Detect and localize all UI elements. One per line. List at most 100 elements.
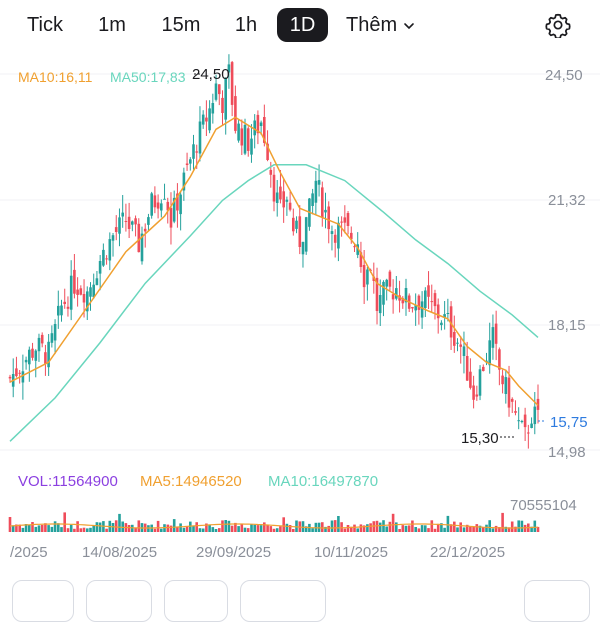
volume-bar — [272, 528, 276, 532]
more-intervals-button[interactable]: Thêm — [346, 8, 415, 42]
volume-bar — [359, 524, 363, 532]
bottom-tool-button[interactable] — [86, 580, 152, 622]
volume-bar — [337, 516, 340, 532]
candle-body — [353, 246, 356, 248]
candle-body — [269, 169, 273, 175]
volume-bar — [205, 523, 208, 532]
candle-body — [230, 62, 234, 105]
candle-body — [60, 305, 63, 316]
volume-bar — [118, 513, 121, 532]
candle-body — [114, 227, 118, 232]
volume-bar — [246, 528, 250, 532]
candle-body — [527, 432, 530, 434]
candle-body — [150, 193, 153, 216]
candle-body — [89, 287, 92, 297]
volume-bar — [407, 525, 411, 532]
bottom-tool-button[interactable] — [12, 580, 74, 622]
tab-15m[interactable]: 15m — [161, 14, 201, 36]
volume-bar — [224, 520, 227, 532]
candle-body — [359, 252, 363, 267]
candle-body — [240, 128, 244, 146]
candle-body — [510, 398, 514, 402]
candle-body — [440, 322, 443, 326]
volume-bar — [60, 527, 63, 532]
candle-body — [498, 349, 501, 370]
candle-body — [66, 306, 70, 309]
volume-bar — [343, 528, 347, 532]
volume-bar — [385, 526, 388, 532]
tab-tick[interactable]: Tick — [27, 14, 63, 36]
volume-bar — [98, 522, 102, 532]
volume-bar — [462, 527, 466, 532]
candle-body — [218, 84, 221, 95]
volume-ma5-label: MA5:14946520 — [140, 473, 242, 490]
volume-bar — [449, 524, 453, 532]
bottom-tool-button[interactable] — [164, 580, 228, 622]
volume-bar — [488, 520, 491, 532]
candle-body — [221, 97, 224, 113]
volume-bar — [395, 522, 398, 532]
candle-body — [443, 314, 446, 318]
candle-body — [47, 341, 50, 368]
tab-1d[interactable]: 1D — [277, 8, 328, 42]
volume-bar — [356, 528, 359, 532]
volume-bar — [404, 525, 408, 532]
candle-body — [40, 334, 44, 344]
volume-bar — [179, 523, 182, 532]
candle-body — [366, 269, 369, 285]
volume-bar — [501, 512, 504, 532]
candle-body — [44, 352, 47, 364]
candle-body — [314, 180, 318, 203]
volume-bar — [127, 525, 131, 532]
candle-body — [166, 201, 170, 211]
volume-bar — [40, 524, 44, 532]
tab-1h[interactable]: 1h — [234, 14, 258, 36]
candle-body — [520, 421, 524, 422]
volume-bar — [234, 522, 237, 532]
volume-bar — [475, 524, 479, 532]
volume-bar — [24, 524, 28, 532]
candle-body — [411, 307, 414, 309]
candle-body — [404, 288, 408, 303]
volume-bar — [514, 526, 517, 532]
volume-bar — [105, 528, 108, 532]
candle-body — [201, 114, 205, 125]
volume-bar — [192, 525, 195, 532]
volume-bar — [311, 528, 314, 532]
candle-body — [317, 180, 321, 185]
volume-bar — [424, 525, 427, 532]
volume-bar — [498, 527, 501, 532]
x-tick-label: 14/08/2025 — [82, 544, 157, 561]
interval-tabs: Tick 1m 15m 1h 1D Thêm — [0, 0, 600, 50]
candle-body — [301, 241, 305, 255]
candle-body — [198, 121, 202, 154]
volume-bar — [156, 520, 160, 532]
fullscreen-button[interactable] — [524, 580, 590, 622]
candle-body — [69, 275, 73, 310]
tab-1m[interactable]: 1m — [98, 14, 126, 36]
volume-bar — [169, 525, 173, 532]
volume-bar — [114, 520, 118, 532]
candle-body — [385, 279, 388, 287]
bottom-tool-button[interactable] — [240, 580, 326, 622]
candle-body — [86, 291, 89, 312]
volume-bar — [353, 524, 356, 532]
volume-bar — [366, 524, 369, 532]
volume-bar — [411, 520, 414, 532]
volume-bar — [401, 525, 405, 532]
price-chart[interactable]: MA10:16,11 MA50:17,83 24,50 15,30 15,75 … — [0, 50, 600, 580]
candle-body — [246, 128, 250, 151]
candle-body — [478, 369, 482, 396]
candle-body — [160, 203, 163, 211]
volume-bar — [465, 524, 469, 532]
volume-bar — [330, 520, 334, 532]
candle-body — [298, 216, 302, 247]
volume-bar — [321, 522, 324, 532]
ma50-label: MA50:17,83 — [110, 69, 186, 85]
candle-body — [462, 346, 466, 356]
low-marker-label: 15,30 — [461, 430, 499, 447]
candle-body — [494, 323, 498, 344]
more-label: Thêm — [346, 14, 398, 36]
gear-icon[interactable] — [545, 12, 571, 38]
candle-body — [147, 217, 150, 225]
